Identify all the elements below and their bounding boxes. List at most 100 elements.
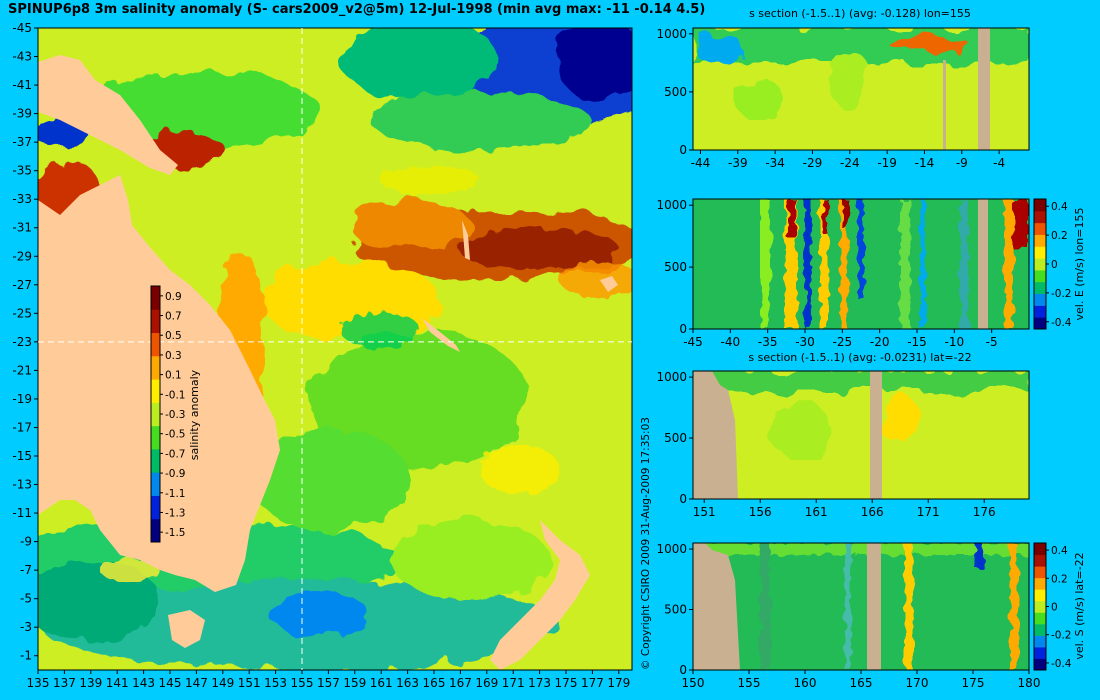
map-y-tick-label: -5 [20,592,32,606]
section-salinity-lat-y-tick-label: 1000 [656,370,687,384]
map-x-tick-label: 155 [291,676,314,690]
section-vel-s-x-tick-label: 165 [850,676,873,690]
new-zealand [490,520,590,670]
section-vel-s-colorbar-segment [1034,577,1046,590]
map-x-tick-label: 149 [211,676,234,690]
map-y-tick-label: -43 [12,50,32,64]
section-salinity-lon-y-tick-label: 1000 [656,27,687,41]
map-colorbar-segment [151,286,160,310]
map-y-tick-label: -25 [12,306,32,320]
section-vel-e-colorbar-segment [1034,222,1046,235]
map-colorbar-tick-label: 0.3 [165,350,182,362]
section-salinity-lat-title: s section (-1.5..1) (avg: -0.0231) lat=-… [748,351,971,364]
section-salinity-lon-x-tick-label: -44 [691,156,711,170]
section-salinity-lat-x-tick-label: 171 [917,505,940,519]
section-vel-e-colorbar-segment [1034,305,1046,318]
section-salinity-lat-x-tick-label: 156 [749,505,772,519]
map-y-tick-label: -41 [12,78,32,92]
section-vel-e-y-ticks: 0 500 1000 [656,198,693,336]
map-colorbar-label: salinity anomaly [188,369,201,460]
map-panel: 135 137 139 141 143 145 147 149 151 153 155 157 159 1… [12,21,633,690]
section-vel-s-colorbar-tick-label: 0.4 [1051,545,1068,557]
map-x-tick-label: 157 [317,676,340,690]
map-y-tick-label: -1 [20,649,32,663]
map-x-tick-label: 137 [53,676,76,690]
section-salinity-lat-x-tick-label: 161 [805,505,828,519]
section-salinity-lon-panel: s section (-1.5..1) (avg: -0.128) lon=15… [656,7,1030,170]
section-vel-e-colorbar-label: vel. E (m/s) lon=155 [1073,208,1086,321]
section-salinity-lon-x-tick-label: -34 [765,156,785,170]
map-x-tick-label: 163 [396,676,419,690]
map-y-ticks: -1 -3 -5 -7 -9 -11 -13 -15 -17 -19 -21 -23 -25 -27 -29… [12,21,38,663]
map-colorbar-segment [151,425,160,450]
section-vel-e-colorbar-segment [1034,317,1046,330]
section-salinity-lat-x-ticks: 151 156 161 166 171 176 [693,499,996,519]
section-vel-e-x-tick-label: -30 [795,335,815,349]
section-salinity-lat-field [693,371,1029,499]
map-x-tick-label: 141 [106,676,129,690]
section-vel-e-x-tick-label: -45 [683,335,703,349]
section-vel-e-colorbar-segment [1034,234,1046,247]
map-colorbar-tick-label: 0.7 [165,311,182,323]
map-y-tick-label: -11 [12,506,32,520]
section-vel-e-colorbar: 0.4 0.2 0 -0.2 -0.4 [1033,198,1072,330]
map-y-tick-label: -3 [20,620,32,634]
map-x-tick-label: 151 [238,676,261,690]
section-vel-s-x-tick-label: 150 [682,676,705,690]
map-y-tick-label: -15 [12,449,32,463]
map-x-tick-label: 175 [555,676,578,690]
section-vel-s-x-tick-label: 180 [1018,676,1041,690]
section-vel-e-y-tick-label: 1000 [656,198,687,212]
section-salinity-lat-y-tick-label: 0 [679,492,687,506]
map-x-tick-label: 167 [449,676,472,690]
map-x-tick-label: 177 [581,676,604,690]
map-y-tick-label: -19 [12,392,32,406]
map-y-tick-label: -31 [12,221,32,235]
section-vel-e-colorbar-segment [1034,281,1046,295]
section-vel-s-x-tick-label: 170 [906,676,929,690]
map-y-tick-label: -27 [12,278,32,292]
section-vel-s-y-tick-label: 1000 [656,542,687,556]
section-salinity-lat-x-tick-label: 166 [861,505,884,519]
map-x-tick-label: 135 [27,676,50,690]
section-vel-e-x-tick-label: -25 [833,335,853,349]
map-x-tick-label: 169 [475,676,498,690]
section-salinity-lon-x-tick-label: -4 [993,156,1005,170]
section-vel-s-colorbar: 0.4 0.2 0 -0.2 -0.4 [1033,542,1072,671]
section-vel-s-field [693,543,1029,670]
section-salinity-lat-y-ticks: 0 500 1000 [656,370,693,506]
section-vel-e-colorbar-segment [1034,258,1046,271]
section-vel-e-colorbar-segment [1034,293,1046,306]
map-y-tick-label: -9 [20,535,32,549]
map-y-tick-label: -23 [12,335,32,349]
map-colorbar-tick-label: -0.3 [165,409,186,421]
section-salinity-lon-y-ticks: 0 500 1000 [656,27,693,157]
section-vel-s-colorbar-tick-label: 0.2 [1051,573,1068,585]
map-x-tick-label: 173 [528,676,551,690]
map-colorbar-tick-label: -0.5 [165,429,186,441]
map-colorbar: 0.9 0.7 0.5 0.3 0.1 -0.1 -0.3 -0.5 -0.7 -0.9 -1.1 -… [150,285,186,543]
section-vel-e-x-tick-label: -20 [870,335,890,349]
section-vel-s-colorbar-tick-label: 0 [1051,602,1058,614]
map-y-tick-label: -45 [12,21,32,35]
section-vel-s-colorbar-segment [1034,543,1046,556]
section-vel-s-colorbar-segment [1034,566,1046,579]
section-vel-e-colorbar-segment [1034,269,1046,283]
section-vel-e-y-tick-label: 0 [679,322,687,336]
tasmania [168,610,205,648]
section-salinity-lon-y-tick-label: 500 [664,85,687,99]
section-vel-e-x-ticks: -45 -40 -35 -30 -25 -20 -15 -10 -5 [683,329,998,349]
map-x-tick-label: 147 [185,676,208,690]
map-x-ticks: 135 137 139 141 143 145 147 149 151 153 155 157 159 1… [27,670,630,690]
section-vel-e-colorbar-tick-label: -0.2 [1051,288,1072,300]
section-vel-s-colorbar-segment [1034,623,1046,636]
map-colorbar-segment [151,448,160,473]
section-vel-e-colorbar-tick-label: 0 [1051,259,1058,271]
map-y-tick-label: -37 [12,135,32,149]
section-vel-e-colorbar-segment [1034,210,1046,224]
section-vel-e-field [693,199,1029,329]
map-colorbar-segment [151,332,160,357]
section-vel-e-colorbar-tick-label: 0.2 [1051,230,1068,242]
section-salinity-lat-y-tick-label: 500 [664,431,687,445]
